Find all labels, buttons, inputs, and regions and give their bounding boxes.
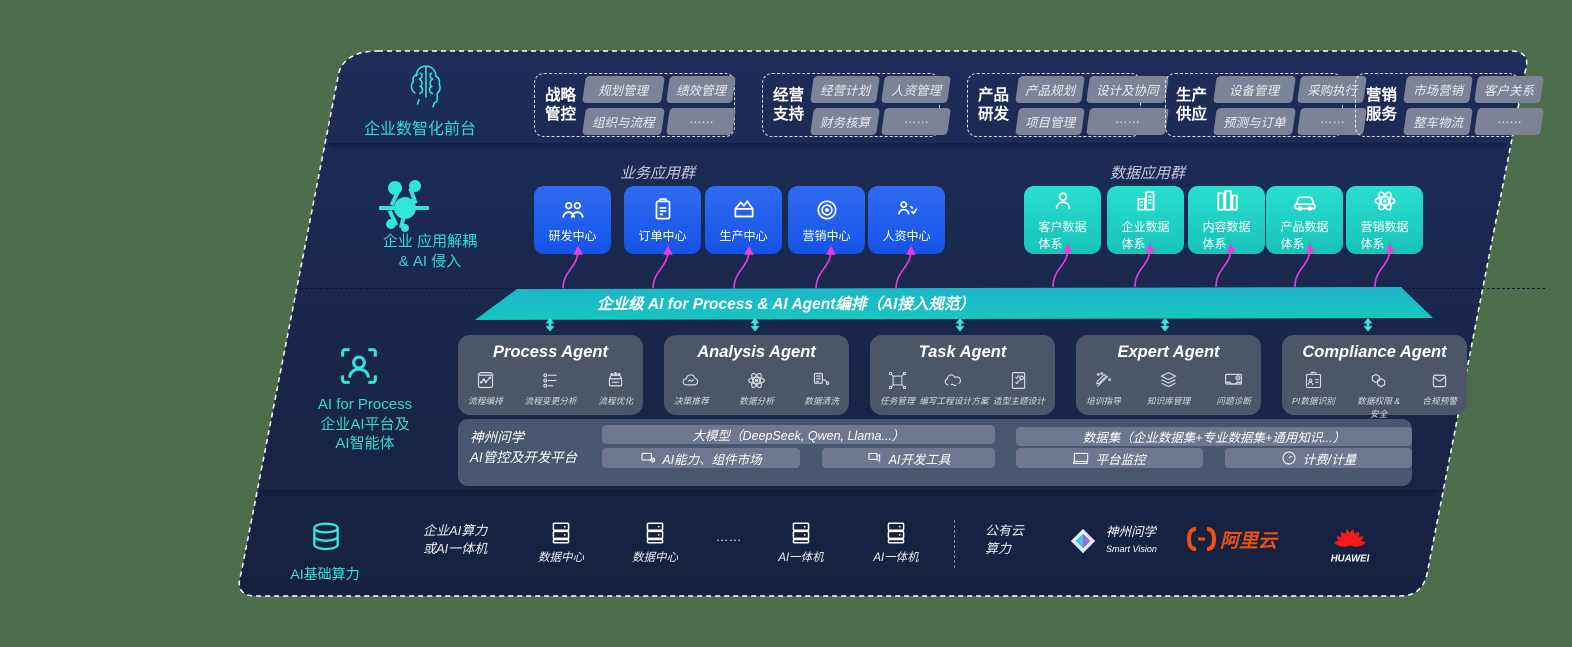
svg-text:HUAWEI: HUAWEI [1331,554,1370,565]
svg-text:阿里云: 阿里云 [1220,531,1279,552]
